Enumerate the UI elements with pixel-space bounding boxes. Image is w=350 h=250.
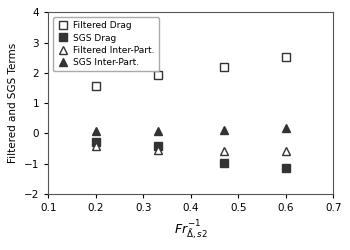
SGS Drag bbox=[222, 161, 226, 164]
Filtered Inter-Part. bbox=[155, 148, 160, 152]
Filtered Drag bbox=[155, 74, 160, 76]
X-axis label: $Fr_{\tilde{\Delta},s2}^{-1}$: $Fr_{\tilde{\Delta},s2}^{-1}$ bbox=[174, 218, 208, 242]
Filtered Inter-Part. bbox=[284, 150, 288, 153]
SGS Inter-Part. bbox=[94, 130, 98, 133]
Line: SGS Drag: SGS Drag bbox=[92, 138, 290, 172]
SGS Inter-Part. bbox=[155, 129, 160, 132]
Filtered Drag bbox=[94, 84, 98, 87]
SGS Drag bbox=[155, 144, 160, 148]
Line: SGS Inter-Part.: SGS Inter-Part. bbox=[92, 124, 290, 136]
Legend: Filtered Drag, SGS Drag, Filtered Inter-Part., SGS Inter-Part.: Filtered Drag, SGS Drag, Filtered Inter-… bbox=[53, 17, 159, 71]
Filtered Inter-Part. bbox=[222, 150, 226, 153]
Line: Filtered Inter-Part.: Filtered Inter-Part. bbox=[92, 142, 290, 156]
Filtered Inter-Part. bbox=[94, 144, 98, 148]
Filtered Drag bbox=[284, 56, 288, 58]
Filtered Drag bbox=[222, 65, 226, 68]
Y-axis label: Filtered and SGS Terms: Filtered and SGS Terms bbox=[8, 43, 18, 163]
Line: Filtered Drag: Filtered Drag bbox=[92, 53, 290, 90]
SGS Inter-Part. bbox=[284, 126, 288, 130]
SGS Drag bbox=[284, 166, 288, 169]
SGS Drag bbox=[94, 140, 98, 143]
SGS Inter-Part. bbox=[222, 128, 226, 131]
